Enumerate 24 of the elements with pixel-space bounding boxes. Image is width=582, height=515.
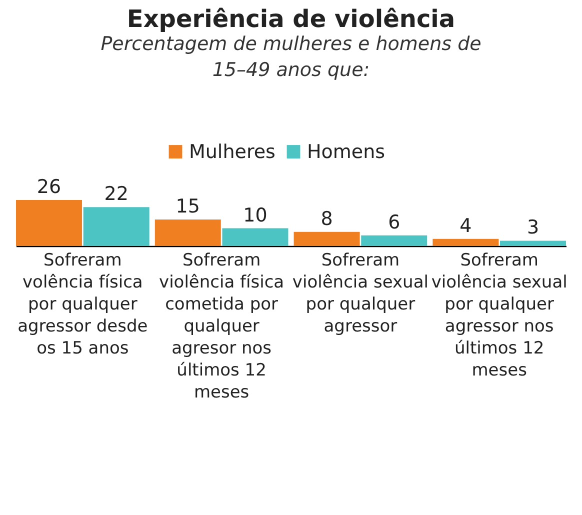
legend-label: Homens [307, 140, 386, 163]
chart-title: Experiência de violência [126, 5, 456, 33]
bar [294, 232, 360, 246]
bar [222, 228, 288, 246]
data-label: 26 [36, 176, 62, 198]
data-label: 10 [243, 204, 268, 226]
data-label: 3 [526, 216, 540, 239]
data-label: 4 [460, 214, 472, 237]
data-label: 15 [176, 195, 200, 218]
x-tick-label: Sofreram violência sexual por qualquer agressor [292, 250, 428, 336]
chart-subtitle: Percentagem de mulheres e homens de 15–49 anos que: [100, 33, 482, 81]
bar [154, 219, 221, 246]
bar [361, 235, 428, 246]
data-label: 6 [388, 211, 400, 234]
bar [432, 238, 499, 246]
data-label: 8 [320, 208, 333, 230]
bar [16, 200, 82, 246]
x-tick-label: Sofreram violência sexual por qualquer agressor nos últimos 12 meses [431, 250, 568, 380]
data-label: 22 [104, 183, 128, 206]
bar [500, 240, 566, 246]
legend-label: Mulheres [189, 140, 276, 163]
x-tick-label: Sofreram volência física por qualquer agressor desde os 15 anos [18, 250, 148, 358]
bar [83, 207, 150, 246]
x-tick-label: Sofreram violência física cometida por qualquer agresor nos últimos 12 meses [159, 250, 284, 402]
